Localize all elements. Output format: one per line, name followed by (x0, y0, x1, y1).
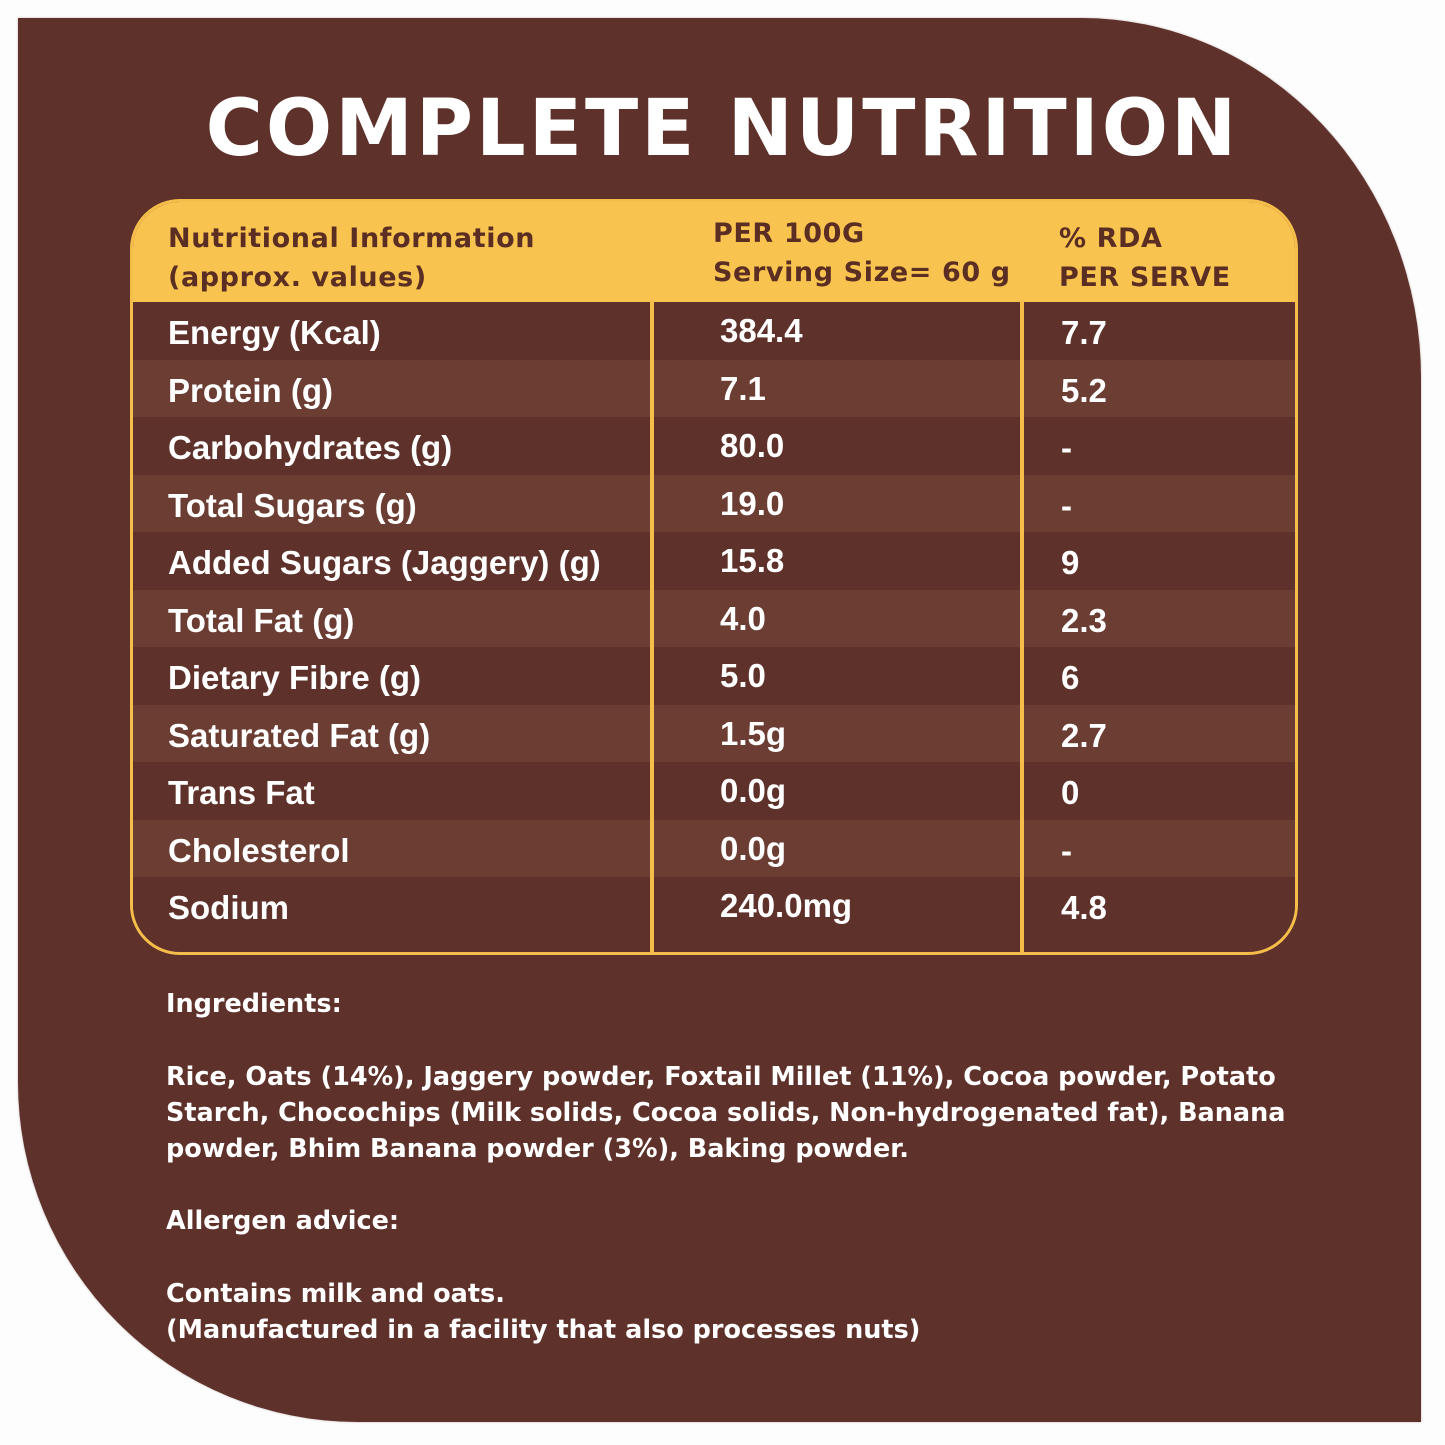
per-100g-value: 384.4 (720, 312, 803, 349)
nutrient-name: Trans Fat (168, 774, 315, 811)
table-row: Energy (Kcal) 384.4 7.7 (133, 302, 1295, 360)
table-row: Cholesterol 0.0g - (133, 819, 1295, 877)
header-nutritional-information: Nutritional Information (approx. values) (168, 223, 536, 293)
rda-value: 2.3 (1061, 601, 1107, 639)
nutrient-name: Dietary Fibre (g) (168, 659, 422, 696)
header-rda-per-serve: % RDA PER SERVE (1059, 223, 1231, 293)
table-body: Energy (Kcal) 384.4 7.7 Protein (g) 7.1 … (133, 302, 1295, 935)
nutrition-table: Nutritional Information (approx. values)… (130, 199, 1298, 955)
per-100g-value: 80.0 (720, 427, 785, 464)
table-header: Nutritional Information (approx. values)… (133, 202, 1295, 302)
allergen-line: Contains milk and oats. (166, 1279, 505, 1309)
nutrient-name: Total Sugars (g) (168, 486, 417, 524)
per-100g-value: 7.1 (720, 369, 766, 407)
allergen-line: (Manufactured in a facility that also pr… (166, 1315, 921, 1345)
nutrient-name: Saturated Fat (g) (168, 716, 431, 754)
per-100g-value: 15.8 (720, 542, 785, 579)
ingredients-line: Starch, Chocochips (Milk solids, Cocoa s… (166, 1098, 1286, 1128)
rda-value: 7.7 (1061, 314, 1107, 351)
rda-value: - (1061, 831, 1072, 869)
per-100g-value: 1.5g (720, 714, 787, 752)
ingredients-heading: Ingredients: (166, 989, 342, 1019)
table-row: Added Sugars (Jaggery) (g) 15.8 9 (133, 532, 1295, 590)
nutrient-name: Energy (Kcal) (168, 314, 381, 351)
nutrient-name: Total Fat (g) (168, 601, 355, 639)
column-divider (650, 300, 654, 952)
nutrient-name: Protein (g) (168, 371, 333, 409)
rda-value: 6 (1061, 659, 1080, 696)
page-title: COMPLETE NUTRITION (205, 84, 1240, 174)
rda-value: 5.2 (1061, 371, 1107, 409)
table-row: Protein (g) 7.1 5.2 (133, 359, 1295, 417)
per-100g-value: 0.0g (720, 772, 787, 809)
table-row: Sodium 240.0mg 4.8 (133, 877, 1295, 935)
per-100g-value: 5.0 (720, 657, 766, 694)
ingredients-line: Rice, Oats (14%), Jaggery powder, Foxtai… (166, 1062, 1276, 1092)
per-100g-value: 240.0mg (720, 887, 853, 924)
table-row: Trans Fat 0.0g 0 (133, 762, 1295, 820)
rda-value: 2.7 (1061, 716, 1107, 754)
table-row: Total Fat (g) 4.0 2.3 (133, 589, 1295, 647)
nutrient-name: Carbohydrates (g) (168, 429, 453, 466)
per-100g-value: 0.0g (720, 829, 787, 867)
nutrient-name: Sodium (168, 889, 289, 926)
table-row: Carbohydrates (g) 80.0 - (133, 417, 1295, 475)
rda-value: 0 (1061, 774, 1080, 811)
column-divider (1020, 300, 1024, 952)
rda-value: - (1061, 429, 1072, 466)
per-100g-value: 4.0 (720, 599, 766, 637)
allergen-heading: Allergen advice: (166, 1206, 400, 1236)
ingredients-line: powder, Bhim Banana powder (3%), Baking … (166, 1134, 909, 1164)
rda-value: - (1061, 486, 1072, 524)
rda-value: 4.8 (1061, 889, 1107, 926)
header-per-100g: PER 100G Serving Size= 60 g (713, 218, 1011, 288)
per-100g-value: 19.0 (720, 484, 785, 522)
nutrient-name: Cholesterol (168, 831, 350, 869)
nutrient-name: Added Sugars (Jaggery) (g) (168, 544, 601, 581)
table-row: Total Sugars (g) 19.0 - (133, 474, 1295, 532)
rda-value: 9 (1061, 544, 1080, 581)
table-row: Dietary Fibre (g) 5.0 6 (133, 647, 1295, 705)
table-row: Saturated Fat (g) 1.5g 2.7 (133, 704, 1295, 762)
